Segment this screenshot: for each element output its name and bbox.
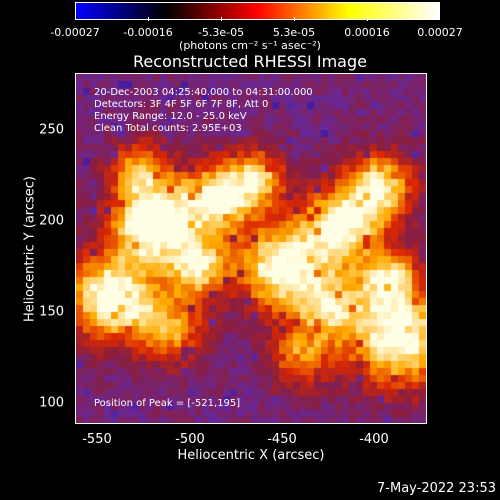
x-tick-label: -500 — [175, 432, 205, 447]
colorbar-tick: -0.00027 — [50, 26, 100, 39]
colorbar — [75, 2, 440, 20]
overlay-peak: Position of Peak = [-521,195] — [94, 398, 241, 409]
colorbar-tickmark — [367, 17, 368, 21]
x-axis-label: Heliocentric X (arcsec) — [177, 448, 325, 463]
colorbar-unit: (photons cm⁻² s⁻¹ asec⁻²) — [179, 39, 321, 52]
footer-timestamp: 7-May-2022 23:53 — [377, 481, 496, 496]
overlay-time: 20-Dec-2003 04:25:40.000 to 04:31:00.000 — [94, 87, 313, 98]
y-tick-label: 250 — [39, 122, 64, 138]
overlay-detectors: Detectors: 3F 4F 5F 6F 7F 8F, Att 0 — [94, 99, 269, 110]
x-tick-label: -450 — [267, 432, 297, 447]
overlay-energy: Energy Range: 12.0 - 25.0 keV — [94, 111, 247, 122]
colorbar-tickmark — [148, 17, 149, 21]
colorbar-tickmark — [294, 17, 295, 21]
y-tick-label: 150 — [39, 304, 64, 320]
overlay-method: Clean Total counts: 2.95E+03 — [94, 123, 242, 134]
image-title: Reconstructed RHESSI Image — [133, 52, 367, 71]
colorbar-tick: 5.3e-05 — [272, 26, 316, 39]
colorbar-tick: -0.00016 — [123, 26, 173, 39]
colorbar-tickmark — [221, 17, 222, 21]
colorbar-tick: 0.00016 — [344, 26, 390, 39]
x-tick-label: -550 — [82, 432, 112, 447]
image-plot: 20-Dec-2003 04:25:40.000 to 04:31:00.000… — [75, 73, 427, 424]
y-tick-label: 100 — [39, 395, 64, 411]
colorbar-tick: 0.00027 — [417, 26, 463, 39]
x-tick-label: -400 — [359, 432, 389, 447]
heatmap-image — [76, 74, 426, 423]
colorbar-tick: -5.3e-05 — [197, 26, 245, 39]
y-axis-label: Heliocentric Y (arcsec) — [22, 176, 38, 322]
y-tick-label: 200 — [39, 213, 64, 229]
